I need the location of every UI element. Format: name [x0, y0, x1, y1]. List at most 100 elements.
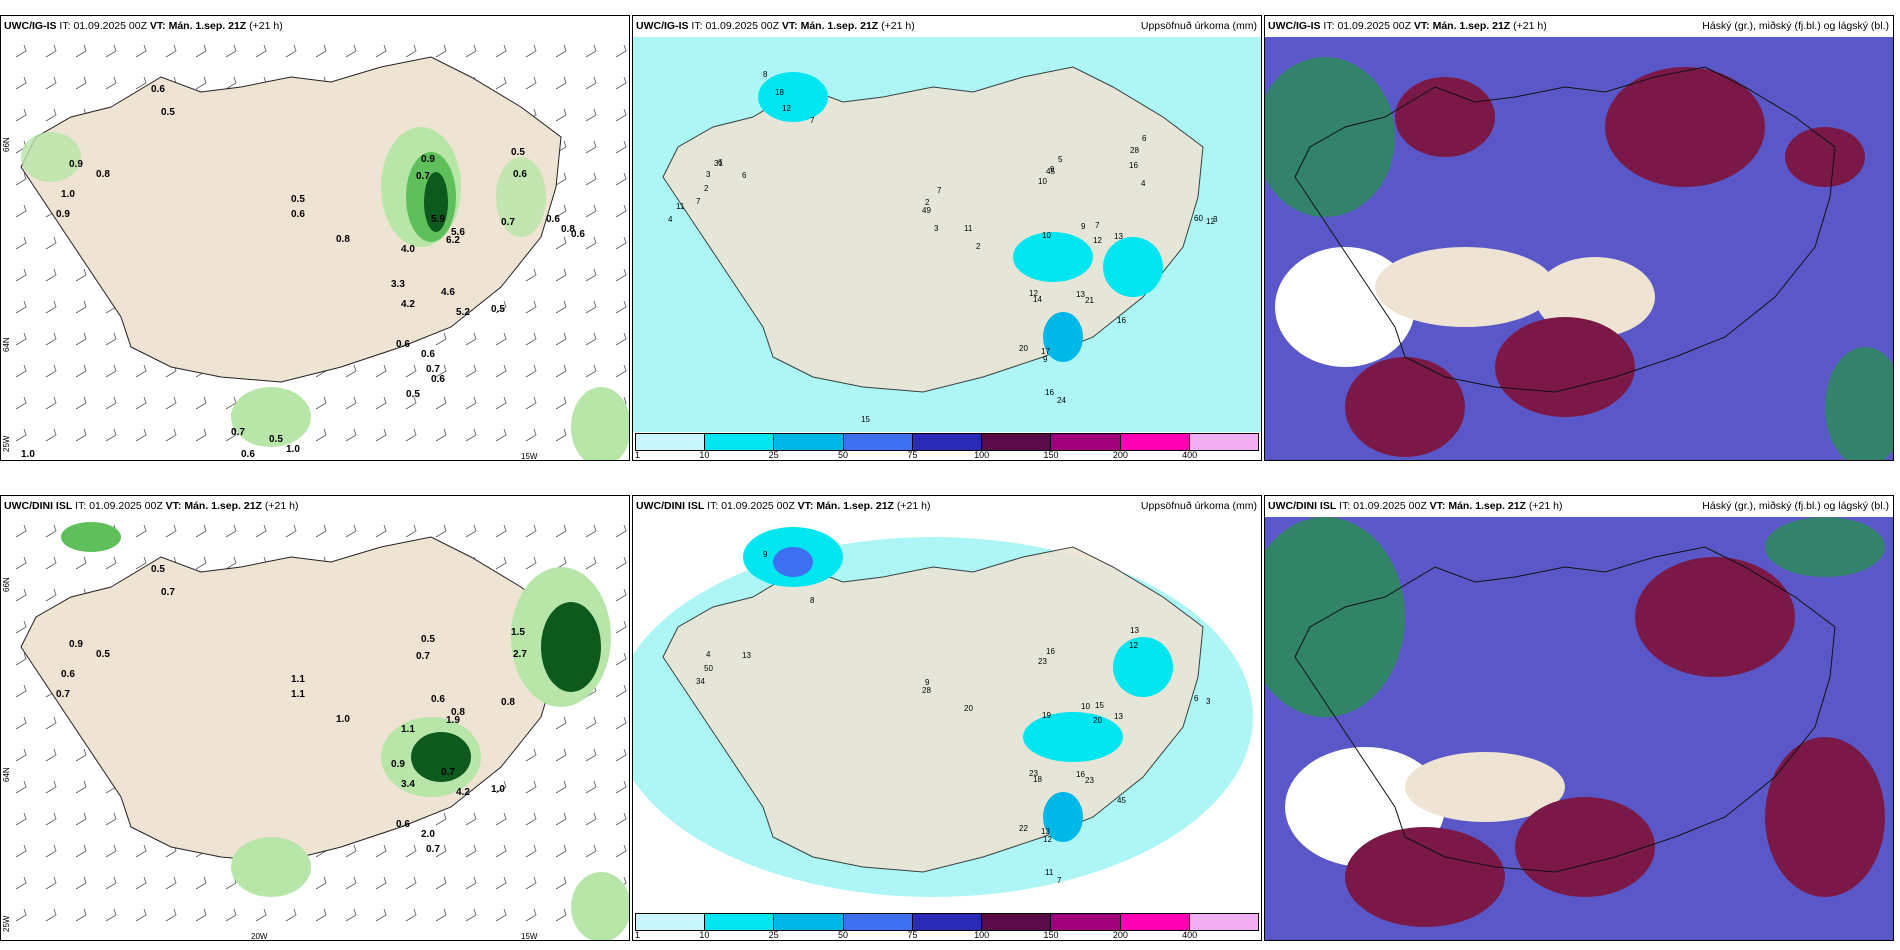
precip-value-label: 3	[1213, 215, 1218, 224]
precip-value-label: 10	[1038, 177, 1047, 186]
it-value: 01.09.2025 00Z	[89, 500, 163, 512]
wind-barb	[495, 908, 507, 922]
wind-barb	[105, 428, 117, 442]
wind-barb	[615, 44, 627, 58]
cloud-blobs	[1265, 57, 1893, 460]
wind-barb	[345, 396, 357, 410]
precip-value-label: 17	[1041, 347, 1050, 356]
wind-barb	[15, 908, 27, 922]
wind-barb	[585, 844, 597, 858]
wind-barb	[165, 396, 177, 410]
colorbar-tick-label: 50	[837, 930, 849, 940]
wind-barb	[345, 876, 357, 890]
wind-barb	[405, 44, 417, 58]
wind-barb	[465, 844, 477, 858]
vt-value: Mán. 1.sep. 21Z	[1432, 20, 1511, 32]
wind-barb	[255, 524, 267, 538]
wind-barb	[555, 780, 567, 794]
precip-value-label: 9	[925, 678, 930, 687]
wind-barb	[525, 364, 537, 378]
wind-barb	[525, 812, 537, 826]
lon-25w: 25W	[2, 915, 11, 932]
wind-barb	[435, 44, 447, 58]
wind-barb	[555, 44, 567, 58]
colorbar-swatch	[843, 434, 913, 450]
wind-barb	[405, 524, 417, 538]
wind-barb	[135, 364, 147, 378]
precip-value-label: 0.7	[161, 587, 175, 598]
map-area[interactable]	[1265, 37, 1893, 460]
precip-value-label: 6	[718, 158, 723, 167]
colorbar-tick-label: 25	[768, 930, 779, 940]
precip-value-label: 13	[1114, 712, 1123, 721]
wind-barb	[165, 524, 177, 538]
wind-barb	[105, 44, 117, 58]
vt-label: VT:	[1413, 20, 1430, 32]
wind-barb	[585, 332, 597, 346]
colorbar-tick-label: 400	[1182, 450, 1198, 460]
precip-value-label: 20	[964, 704, 973, 713]
wind-barb	[315, 44, 327, 58]
wind-barb	[75, 780, 87, 794]
wind-barb	[135, 908, 147, 922]
colorbar-swatch	[774, 914, 844, 930]
colorbar-tick-label: 200	[1112, 450, 1128, 460]
precip-value-label: 2.7	[513, 649, 527, 660]
panel-subtitle: Háský (gr.), miðský (fj.bl.) og lágský (…	[1702, 20, 1889, 32]
wind-barb	[405, 876, 417, 890]
wind-barb	[15, 364, 27, 378]
wind-barb	[405, 908, 417, 922]
precip-value-label: 5.2	[456, 307, 470, 318]
wind-barb	[525, 748, 537, 762]
wind-barb	[555, 332, 567, 346]
wind-barb	[105, 364, 117, 378]
lead-time: (+21 h)	[1513, 20, 1547, 32]
lead-time: (+21 h)	[896, 500, 931, 512]
colorbar-swatch	[982, 434, 1052, 450]
wind-barb	[45, 108, 57, 122]
precip-value-label: 2.0	[421, 829, 435, 840]
precip-blobs	[758, 72, 1163, 362]
model-name: UWC/DINI ISL	[636, 500, 705, 512]
precip-value-label: 0.7	[416, 171, 430, 182]
model-name: UWC/IG-IS	[636, 20, 689, 32]
map-area[interactable]: 9 8 13 50 34 4 9 28 20 16 23 13 12 13 10 20 15 19 23 16 18 23…	[633, 517, 1261, 912]
wind-barb	[255, 908, 267, 922]
vt-value: Mán. 1.sep. 21Z	[168, 20, 247, 32]
wind-barb	[45, 748, 57, 762]
map-area[interactable]	[1265, 517, 1893, 940]
precip-value-label: 0.7	[56, 689, 70, 700]
wind-barb	[15, 428, 27, 442]
precip-value-label: 0.5	[491, 304, 505, 315]
wind-barb	[585, 556, 597, 570]
precip-value-label: 31	[714, 159, 723, 168]
colorbar-tick-label: 400	[1182, 930, 1198, 940]
colorbar-swatch	[705, 434, 775, 450]
precip-value-label: 23	[1038, 657, 1047, 666]
precip-value-label: 10	[1081, 702, 1090, 711]
precip-value-label: 7	[810, 116, 815, 125]
wind-barb	[375, 428, 387, 442]
wind-precip-map: 0.60.50.81.00.90.90.50.60.80.90.70.50.60…	[2, 44, 629, 460]
wind-barb	[15, 268, 27, 282]
wind-barb	[135, 556, 147, 570]
precip-value-label: 60	[1194, 214, 1203, 223]
map-area[interactable]: 0.5 0.7 0.5 0.6 0.7 0.9 1.1 1.1 1.0 0.5 0.7 1.5 2.7 0…	[1, 517, 629, 940]
model-name: UWC/DINI ISL	[4, 500, 73, 512]
precip-value-label: 0.8	[451, 707, 465, 718]
map-area[interactable]: 0.6 0.5 0.8 1.0 0.9 0.9 0.5 0.6 0.8 0.9 0.7 0.5 0.6 0…	[1, 37, 629, 460]
wind-barb	[555, 908, 567, 922]
wind-barb	[75, 908, 87, 922]
wind-barb	[45, 364, 57, 378]
wind-barb	[495, 44, 507, 58]
colorbar-swatch	[1051, 914, 1121, 930]
wind-barb	[45, 876, 57, 890]
map-area[interactable]: 8 7 6 2 7 3 2 49 11 45 10 28 16 13 9 12 7 10 12 13 14 21 16 20 1…	[633, 37, 1261, 432]
wind-barb	[195, 876, 207, 890]
vt-value: Mán. 1.sep. 21Z	[816, 500, 894, 512]
precip-value-label: 6.2	[446, 235, 460, 246]
wind-barb	[165, 44, 177, 58]
precip-value-label: 0.6	[431, 694, 445, 705]
wind-barb	[285, 524, 297, 538]
wind-barb	[465, 396, 477, 410]
